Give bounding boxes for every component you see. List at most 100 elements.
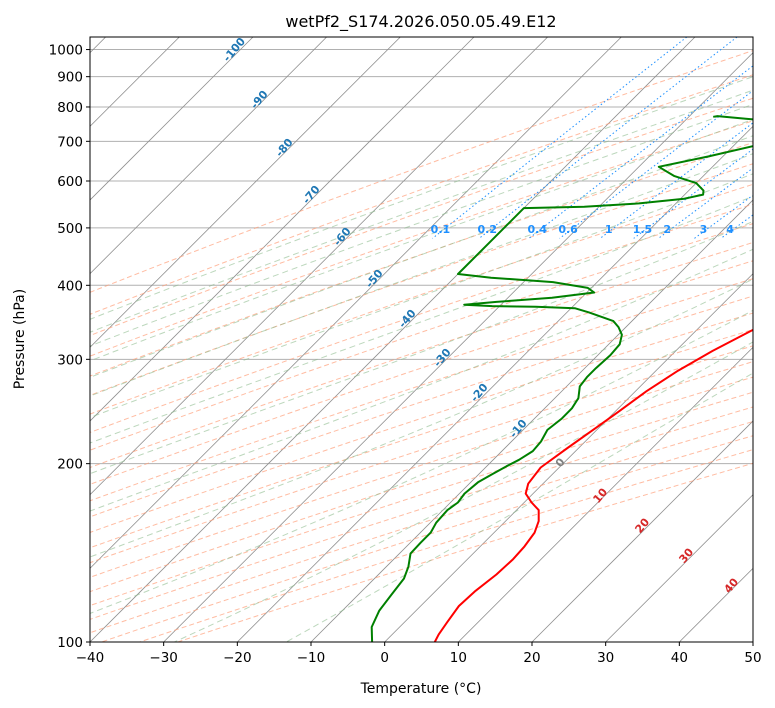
- mixing-ratio-label: 4: [726, 223, 734, 236]
- isotherm-line: [752, 641, 753, 642]
- dry-adiabat-line: [90, 376, 753, 593]
- moist-adiabat-line: [90, 195, 753, 444]
- dry-adiabat-label: -40: [396, 307, 419, 331]
- moist-adiabat-label: 30: [676, 545, 696, 565]
- dry-adiabat-line: [90, 260, 753, 485]
- y-tick-label: 700: [57, 134, 83, 150]
- dry-adiabat-line: [90, 203, 753, 433]
- mixing-ratio-label: 0.6: [558, 223, 578, 236]
- mixing-ratio-label: 1: [605, 223, 613, 236]
- y-tick-label: 1000: [49, 43, 83, 59]
- dry-adiabat-line: [90, 142, 753, 377]
- mixing-ratio-line: [559, 90, 753, 239]
- x-tick-label: −30: [149, 650, 178, 666]
- moist-adiabat-line: [90, 76, 753, 320]
- x-tick-label: 40: [671, 650, 688, 666]
- moist-adiabat-line: [90, 135, 753, 378]
- dry-adiabat-label: -50: [363, 267, 386, 291]
- dry-adiabat-label: -30: [431, 346, 454, 370]
- y-axis-label: Pressure (hPa): [12, 289, 28, 389]
- dry-adiabat-label: -70: [300, 183, 323, 207]
- dry-adiabat-line: [90, 183, 753, 415]
- dry-adiabat-line: [90, 241, 753, 469]
- temperature-profile-line: [433, 328, 753, 642]
- dry-adiabat-line: [90, 163, 753, 396]
- y-axis-ticks: 100 200 300 400 500 600 700 800 900 1000: [49, 43, 90, 651]
- mixing-ratio-line: [478, 37, 738, 239]
- x-axis-ticks: −40 −30 −20 −10 0 10 20 30 40 50: [76, 642, 762, 666]
- isotherm-line: [458, 346, 753, 642]
- y-tick-label: 900: [57, 70, 83, 86]
- moist-adiabat-label: 40: [721, 575, 741, 595]
- y-tick-label: 400: [57, 278, 83, 294]
- sounding-series: [370, 115, 753, 642]
- x-tick-label: −20: [223, 650, 252, 666]
- plot-frame: [89, 36, 754, 643]
- chart-title: wetPf2_S174.2026.050.05.49.E12: [285, 12, 556, 32]
- dry-adiabat-label: -90: [248, 88, 271, 112]
- dry-adiabat-line: [90, 120, 753, 357]
- dry-adiabat-line: [90, 295, 753, 518]
- isotherm-line: [90, 37, 254, 201]
- isotherm-line: [384, 273, 753, 642]
- isotherm-line: [90, 37, 475, 422]
- mixing-ratio-line: [720, 214, 753, 239]
- dry-adiabat-line: [90, 223, 753, 451]
- moist-adiabat-line: [90, 103, 753, 347]
- isotherm-line: [310, 199, 753, 642]
- dry-adiabat-label: -20: [468, 381, 491, 405]
- dry-adiabat-line: [90, 345, 753, 564]
- dry-adiabat-line: [90, 361, 753, 578]
- isotherm-line: [90, 37, 548, 496]
- moist-adiabat-line: [90, 118, 753, 362]
- y-tick-label: 800: [57, 100, 83, 116]
- mixing-ratio-label: 1.5: [633, 223, 653, 236]
- dry-adiabat-label: -80: [273, 136, 296, 160]
- background-lines: [90, 37, 775, 642]
- mixing-ratio-label: 0.4: [528, 223, 548, 236]
- mixing-ratio-label: 3: [700, 223, 708, 236]
- moist-adiabat-line: [90, 220, 753, 475]
- isotherm-line: [90, 37, 622, 569]
- mixing-ratio-line: [633, 148, 753, 239]
- moist-adiabat-label: 10: [590, 485, 610, 505]
- x-tick-label: 50: [744, 650, 761, 666]
- isotherm-line: [90, 37, 401, 348]
- mixing-ratio-label: 0.2: [478, 223, 498, 236]
- isotherm-line: [531, 420, 753, 642]
- dry-adiabat-line: [90, 278, 753, 502]
- x-tick-label: 20: [523, 650, 540, 666]
- x-tick-label: −40: [76, 650, 105, 666]
- moist-adiabat-line: [90, 153, 753, 397]
- dry-adiabat-line: [90, 329, 753, 549]
- isotherm-line: [605, 494, 753, 642]
- y-tick-label: 500: [57, 221, 83, 237]
- dry-adiabat-line: [101, 435, 753, 642]
- isotherm-line: [679, 567, 753, 642]
- moist-adiabat-line: [90, 248, 753, 512]
- dewpoint-profile-line: [370, 115, 753, 642]
- isotherm-line: [90, 37, 327, 275]
- mixing-ratio-line: [760, 37, 775, 238]
- x-axis-label: Temperature (°C): [360, 681, 482, 697]
- dry-adiabat-line: [90, 312, 753, 533]
- mixing-ratio-label: 6: [765, 223, 773, 236]
- dry-adiabat-line: [90, 391, 753, 607]
- y-tick-label: 200: [57, 457, 83, 473]
- isotherm-line: [90, 37, 696, 642]
- mixing-ratio-line: [599, 122, 753, 239]
- y-tick-label: 600: [57, 174, 83, 190]
- dry-adiabat-line: [90, 50, 753, 293]
- moist-adiabat-line: [90, 89, 753, 333]
- mixing-ratio-label: 2: [663, 223, 671, 236]
- isotherm-line: [237, 125, 753, 642]
- x-tick-label: 0: [380, 650, 389, 666]
- mixing-ratio-line: [694, 194, 753, 239]
- isotherm-line: [163, 52, 753, 642]
- y-tick-label: 300: [57, 352, 83, 368]
- mixing-ratio-label: 0.1: [431, 223, 451, 236]
- y-tick-label: 100: [57, 635, 83, 651]
- dry-adiabat-line: [90, 97, 753, 337]
- dry-adiabat-line: [90, 74, 753, 315]
